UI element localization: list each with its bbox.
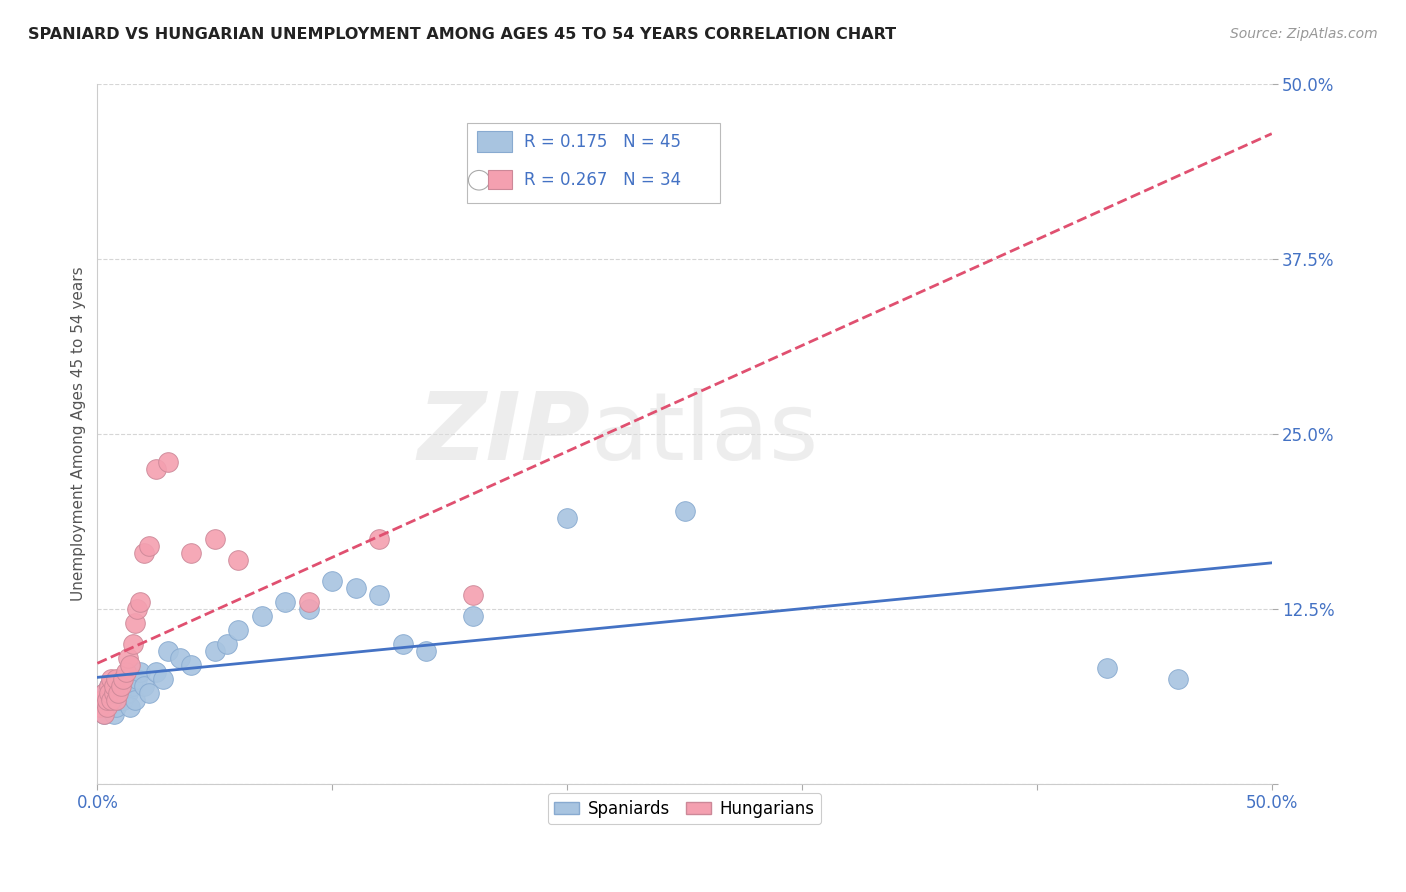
Point [415,644,437,658]
Point [156,455,179,469]
Point [98,686,121,700]
Point [105,699,128,714]
Point [134,679,156,693]
Text: ZIP: ZIP [418,388,591,480]
Point [117,651,139,665]
Point [98,679,121,693]
Point [93,686,115,700]
Point [91,693,114,707]
Point [107,686,129,700]
Point [103,706,125,721]
Point [152,672,174,686]
Text: SPANIARD VS HUNGARIAN UNEMPLOYMENT AMONG AGES 45 TO 54 YEARS CORRELATION CHART: SPANIARD VS HUNGARIAN UNEMPLOYMENT AMONG… [28,27,896,42]
Point [112,672,135,686]
Point [368,588,391,602]
Point [145,665,167,679]
Point [463,608,485,623]
Point [204,644,226,658]
Point [100,693,122,707]
Point [121,637,143,651]
Point [204,532,226,546]
Point [93,686,115,700]
Point [555,511,578,525]
Point [128,595,150,609]
Text: Source: ZipAtlas.com: Source: ZipAtlas.com [1230,27,1378,41]
Point [298,602,321,616]
Point [121,679,143,693]
Point [114,672,136,686]
Point [120,657,142,672]
Point [274,595,297,609]
Point [321,574,343,588]
FancyBboxPatch shape [467,123,720,203]
FancyBboxPatch shape [477,131,512,153]
Point [1167,672,1189,686]
Point [250,608,273,623]
Point [110,679,132,693]
Point [98,699,121,714]
Point [96,693,118,707]
Point [215,637,238,651]
Point [103,679,125,693]
Point [169,651,191,665]
Point [391,637,413,651]
Point [226,553,249,567]
Point [96,693,118,707]
Point [110,679,132,693]
Ellipse shape [468,170,489,190]
Point [1097,660,1119,674]
Point [180,657,202,672]
Point [463,588,485,602]
Point [344,581,367,595]
Y-axis label: Unemployment Among Ages 45 to 54 years: Unemployment Among Ages 45 to 54 years [72,267,86,601]
Point [103,686,125,700]
Point [98,679,121,693]
Point [93,706,115,721]
Point [368,532,391,546]
Point [89,699,111,714]
Point [127,602,149,616]
Point [156,644,179,658]
Text: R = 0.175   N = 45: R = 0.175 N = 45 [523,133,681,151]
Point [128,665,150,679]
Point [124,615,146,630]
Point [180,546,202,560]
Point [112,693,135,707]
Point [89,699,111,714]
Text: atlas: atlas [591,388,818,480]
Point [96,699,118,714]
Point [105,693,128,707]
Point [145,462,167,476]
Point [105,672,128,686]
Point [226,623,249,637]
Text: R = 0.267   N = 34: R = 0.267 N = 34 [523,171,681,189]
Point [107,693,129,707]
Point [138,539,160,553]
Point [100,693,122,707]
Legend: Spaniards, Hungarians: Spaniards, Hungarians [547,793,821,824]
FancyBboxPatch shape [488,169,512,189]
Point [103,686,125,700]
Point [673,504,696,518]
Point [120,699,142,714]
Point [110,686,132,700]
Point [138,686,160,700]
Point [93,706,115,721]
Point [91,693,114,707]
Point [124,693,146,707]
Point [127,672,149,686]
Point [134,546,156,560]
Point [117,686,139,700]
Point [298,595,321,609]
Point [114,665,136,679]
Point [100,672,122,686]
